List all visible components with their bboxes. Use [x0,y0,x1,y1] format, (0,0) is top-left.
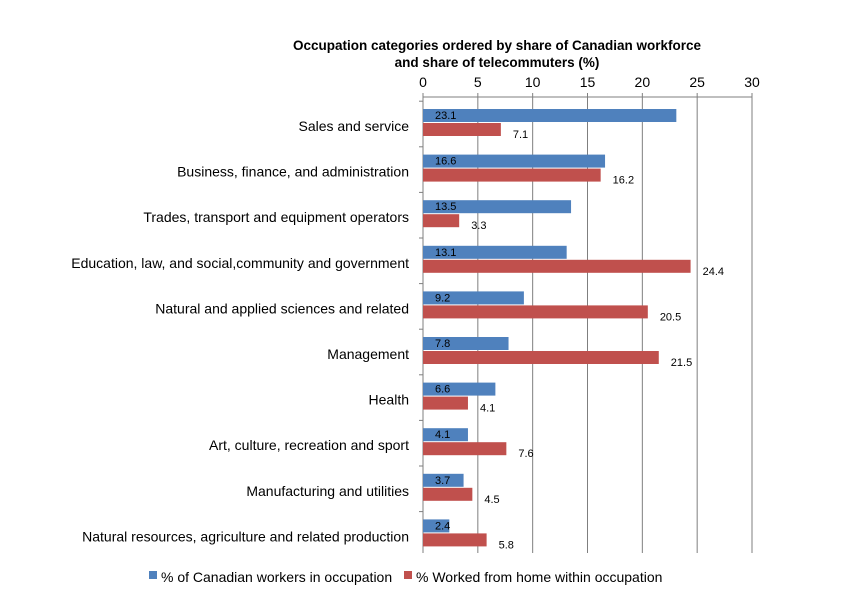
chart-title: Occupation categories ordered by share o… [293,38,702,70]
bar-workforce-share [423,519,450,533]
legend-swatch-telecommuter-share [404,571,412,579]
bar-telecommuter-share [423,123,501,136]
x-tick-label: 15 [580,74,596,90]
bar-telecommuter-share [423,168,601,182]
data-label-workforce-share: 3.7 [435,475,450,487]
chart-title-line-1: Occupation categories ordered by share o… [293,38,702,53]
bar-telecommuter-share [423,305,648,319]
bar-workforce-share [423,382,496,396]
data-label-workforce-share: 6.6 [435,384,450,396]
bar-workforce-share [423,291,524,305]
x-tick-label: 20 [635,74,651,90]
bar-workforce-share [423,428,468,442]
data-label-telecommuter-share: 7.1 [513,129,528,141]
x-tick-label: 10 [525,74,541,90]
x-tick-label: 5 [474,74,482,90]
bar-telecommuter-share [423,487,473,501]
data-label-telecommuter-share: 4.5 [484,494,499,506]
data-label-workforce-share: 9.2 [435,292,450,304]
legend: % of Canadian workers in occupation % Wor… [149,569,662,585]
category-labels: Sales and service Business, finance, and … [71,97,424,553]
x-tick-label: 0 [419,74,427,90]
category-label: Art, culture, recreation and sport [209,437,409,453]
data-label-workforce-share: 7.8 [435,338,450,350]
data-labels: 23.1 7.1 16.6 16.2 13.5 3.3 13.1 24.4 9.2 20.5 7.8… [435,110,724,551]
data-label-telecommuter-share: 16.2 [613,175,634,187]
data-label-telecommuter-share: 4.1 [480,403,495,415]
legend-swatch-workforce-share [149,571,157,579]
data-label-telecommuter-share: 20.5 [660,311,681,323]
bar-workforce-share [423,154,606,168]
bar-telecommuter-share [423,259,691,273]
x-axis-ticks: 0 5 10 15 20 25 30 [419,74,760,98]
chart-title-line-2: and share of telecommuters (%) [395,55,600,70]
category-label: Natural resources, agriculture and relat… [82,528,409,544]
bar-telecommuter-share [423,533,487,547]
bar-workforce-share [423,109,677,122]
bars [423,109,691,547]
category-label: Natural and applied sciences and related [155,300,409,316]
category-label: Sales and service [298,118,409,134]
data-label-workforce-share: 16.6 [435,156,456,168]
bar-workforce-share [423,337,509,350]
data-label-telecommuter-share: 3.3 [471,220,486,232]
category-label: Health [369,392,409,408]
x-tick-label: 25 [689,74,705,90]
legend-label-workforce-share: % of Canadian workers in occupation [161,569,392,585]
bar-telecommuter-share [423,351,659,364]
category-label: Education, law, and social,community and… [71,255,409,271]
data-label-telecommuter-share: 21.5 [671,357,692,369]
category-label: Management [327,346,409,362]
x-tick-label: 30 [744,74,760,90]
data-label-telecommuter-share: 5.8 [499,539,514,551]
bar-workforce-share [423,245,567,259]
category-label: Business, finance, and administration [177,164,409,180]
data-label-workforce-share: 13.1 [435,247,456,259]
data-label-telecommuter-share: 24.4 [703,266,724,278]
bar-telecommuter-share [423,396,468,410]
bar-telecommuter-share [423,214,460,228]
bar-workforce-share [423,473,464,487]
data-label-telecommuter-share: 7.6 [518,448,533,460]
category-label: Manufacturing and utilities [246,483,409,499]
data-label-workforce-share: 4.1 [435,429,450,441]
data-label-workforce-share: 2.4 [435,520,450,532]
data-label-workforce-share: 23.1 [435,110,456,122]
bar-workforce-share [423,200,572,214]
bar-telecommuter-share [423,442,507,456]
category-label: Trades, transport and equipment operator… [143,209,409,225]
legend-label-telecommuter-share: % Worked from home within occupation [416,569,662,585]
data-label-workforce-share: 13.5 [435,201,456,213]
